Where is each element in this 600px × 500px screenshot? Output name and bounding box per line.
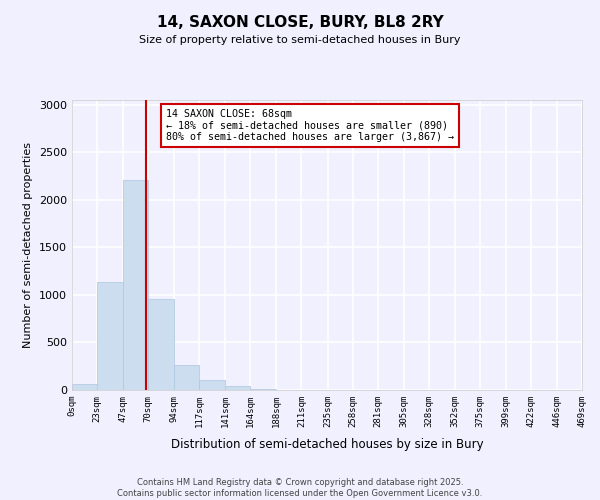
Text: Contains HM Land Registry data © Crown copyright and database right 2025.
Contai: Contains HM Land Registry data © Crown c… <box>118 478 482 498</box>
Bar <box>226 386 250 390</box>
Bar <box>72 384 97 390</box>
Text: 14 SAXON CLOSE: 68sqm
← 18% of semi-detached houses are smaller (890)
80% of sem: 14 SAXON CLOSE: 68sqm ← 18% of semi-deta… <box>166 108 454 142</box>
Bar <box>174 365 199 390</box>
Y-axis label: Number of semi-detached properties: Number of semi-detached properties <box>23 142 34 348</box>
Bar <box>148 298 174 390</box>
Text: Size of property relative to semi-detached houses in Bury: Size of property relative to semi-detach… <box>139 35 461 45</box>
Text: 14, SAXON CLOSE, BURY, BL8 2RY: 14, SAXON CLOSE, BURY, BL8 2RY <box>157 15 443 30</box>
Bar <box>123 180 148 390</box>
Bar <box>250 389 277 390</box>
X-axis label: Distribution of semi-detached houses by size in Bury: Distribution of semi-detached houses by … <box>170 438 484 451</box>
Bar <box>199 380 226 390</box>
Bar <box>97 282 123 390</box>
